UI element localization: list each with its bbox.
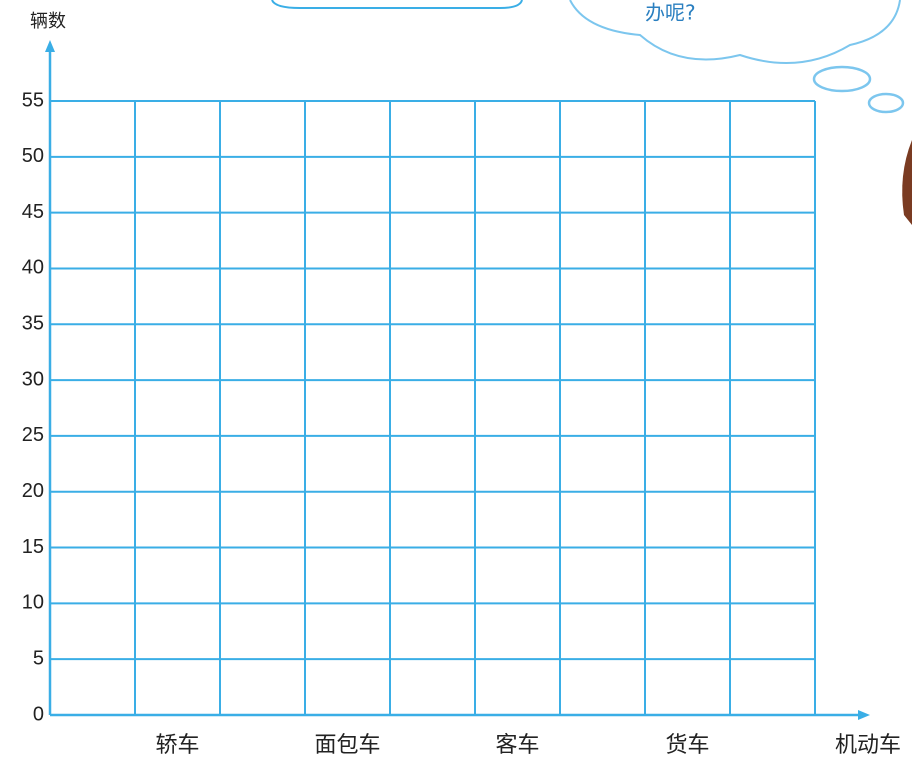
y-tick-label: 50	[22, 145, 44, 167]
y-tick-label: 0	[33, 703, 44, 725]
y-axis-label: 辆数	[30, 11, 66, 32]
y-tick-label: 45	[22, 201, 44, 223]
y-tick-label: 30	[22, 368, 44, 390]
y-axis-arrow	[45, 40, 55, 52]
y-tick-label: 25	[22, 424, 44, 446]
y-tick-label: 15	[22, 536, 44, 558]
annotation: 办呢?	[645, 1, 696, 25]
bubble-dot	[867, 92, 905, 114]
y-tick-label: 10	[22, 592, 44, 614]
y-tick-label: 40	[22, 257, 44, 279]
y-tick-label: 5	[33, 647, 44, 669]
thought-bubble	[569, 0, 901, 64]
y-tick-label: 20	[22, 480, 44, 502]
x-tick-label: 面包车	[314, 733, 380, 758]
x-axis-arrow	[858, 710, 870, 720]
bubble-dot	[812, 65, 872, 93]
y-tick-label: 55	[22, 89, 44, 111]
x-tick-label: 客车	[495, 733, 539, 758]
character-edge	[902, 140, 912, 225]
x-tick-label: 货车	[665, 733, 709, 758]
x-axis-label: 机动车	[835, 733, 901, 758]
x-tick-label: 轿车	[155, 733, 199, 758]
y-tick-label: 35	[22, 313, 44, 335]
top-box	[271, 0, 523, 9]
